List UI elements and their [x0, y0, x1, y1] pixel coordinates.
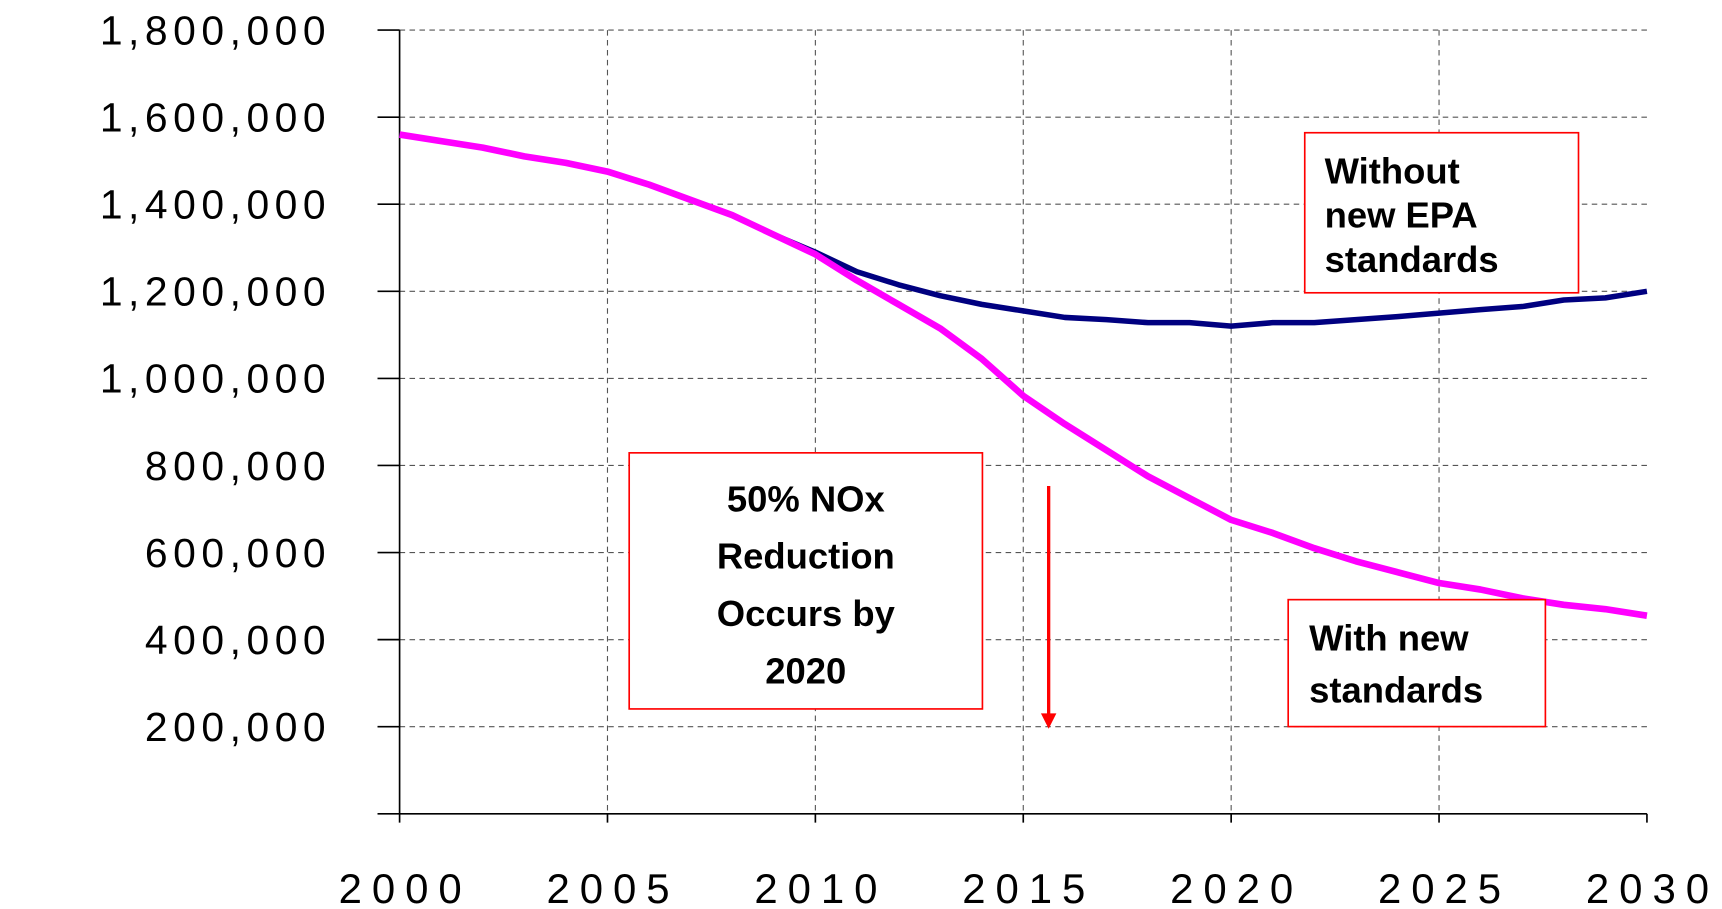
x-tick-label: 2015: [962, 865, 1095, 909]
y-tick-label: 1,000,000: [100, 356, 331, 402]
annotation-text: Reduction: [717, 536, 895, 577]
y-tick-label: 600,000: [145, 530, 331, 576]
y-tick-label: 1,800,000: [100, 7, 331, 53]
arrow-head: [1040, 713, 1057, 729]
annotation-text: With new: [1309, 617, 1469, 658]
x-tick-label: 2000: [339, 865, 472, 909]
annotation-text: Occurs by: [717, 593, 896, 634]
annotation-text: 2020: [765, 651, 846, 692]
y-tick-label: 400,000: [145, 617, 331, 663]
y-tick-label: 800,000: [145, 443, 331, 489]
y-tick-label: 200,000: [145, 704, 331, 750]
x-tick-label: 2025: [1378, 865, 1511, 909]
x-tick-label: 2020: [1170, 865, 1303, 909]
annotation-text: standards: [1309, 669, 1483, 710]
annotation-text: standards: [1325, 239, 1499, 280]
annotation-text: Without: [1325, 151, 1460, 192]
x-tick-label: 2010: [754, 865, 887, 909]
annotation-box: [628, 452, 984, 710]
annotation-text: 50% NOx: [727, 478, 885, 519]
series-line: [399, 131, 1648, 619]
y-tick-label: 1,400,000: [100, 182, 331, 228]
y-tick-label: 1,200,000: [100, 269, 331, 315]
x-tick-label: 2030: [1586, 865, 1719, 909]
plot: 200,000 400,000 600,000 800,000 1,000,000 1,2…: [100, 7, 1719, 909]
x-tick-label: 2005: [546, 865, 679, 909]
annotation-box: [1303, 131, 1580, 294]
annotation-text: new EPA: [1325, 195, 1478, 236]
annotation-box: [1287, 598, 1547, 728]
y-tick-label: 1,600,000: [100, 95, 331, 141]
